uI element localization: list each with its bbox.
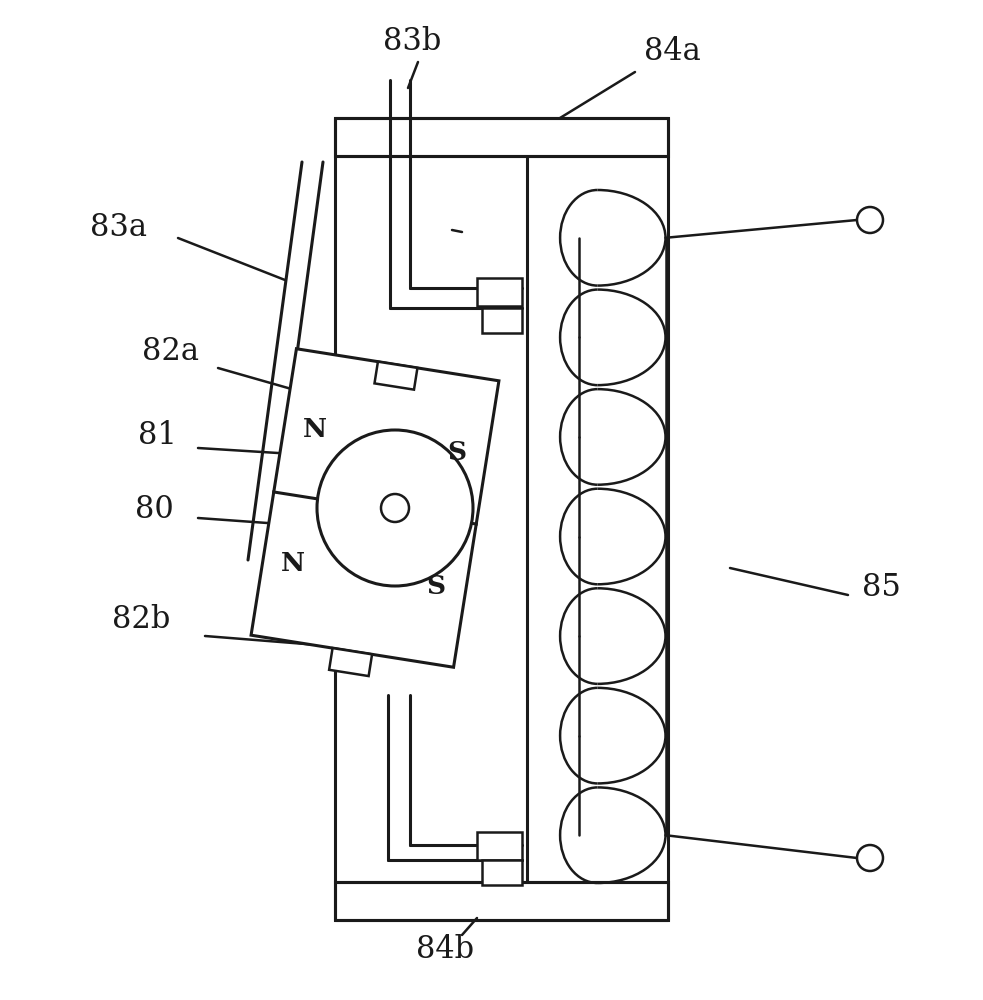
Text: 83b: 83b — [382, 26, 441, 57]
Text: S: S — [447, 440, 466, 465]
Bar — [375, 362, 418, 390]
Bar — [482, 308, 522, 333]
Text: 84a: 84a — [644, 36, 701, 68]
Text: N: N — [303, 417, 326, 442]
Text: 82b: 82b — [112, 604, 170, 636]
Bar — [251, 349, 499, 667]
Text: 84b: 84b — [416, 934, 474, 966]
Circle shape — [317, 430, 473, 586]
Text: 80: 80 — [135, 494, 174, 526]
Text: 82a: 82a — [142, 336, 199, 367]
Text: 85: 85 — [862, 572, 900, 603]
Circle shape — [857, 207, 883, 233]
Bar — [477, 832, 522, 860]
Bar — [477, 278, 522, 306]
Bar — [482, 860, 522, 885]
Circle shape — [381, 494, 409, 522]
Text: S: S — [426, 574, 445, 599]
Bar — [335, 118, 668, 156]
Bar — [335, 882, 668, 920]
Text: 83a: 83a — [90, 213, 147, 243]
Text: N: N — [281, 551, 306, 576]
Circle shape — [857, 845, 883, 871]
Bar — [329, 648, 373, 676]
Text: 81: 81 — [138, 420, 177, 450]
